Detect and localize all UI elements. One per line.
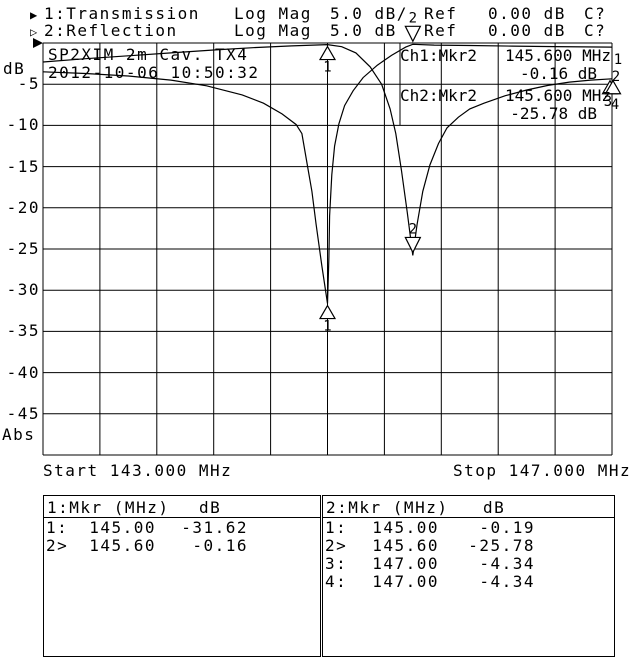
marker-table-cell: -25.78: [468, 536, 535, 555]
marker-table-cell: 145.00: [372, 518, 439, 537]
y-axis-tick-label: -35: [6, 321, 40, 341]
svg-text:1: 1: [323, 60, 331, 76]
ch2-marker-frequency: 145.600 MHz: [505, 86, 611, 105]
y-axis-tick-label: -40: [6, 362, 40, 382]
marker-table-cell: -0.19: [479, 518, 535, 537]
ch2-marker-readout-title: Ch2:Mkr2: [400, 86, 478, 105]
y-axis-tick-label: -10: [6, 115, 40, 135]
marker-table-cell: 1:: [46, 518, 69, 537]
svg-text:2: 2: [612, 69, 620, 85]
svg-text:2: 2: [409, 221, 417, 237]
marker-table-cell: -31.62: [181, 518, 248, 537]
marker-table-cell: 3:: [325, 554, 348, 573]
marker-table-ch2-unit: dB: [483, 498, 506, 517]
y-axis-tick-label: -30: [6, 280, 40, 300]
marker-table-row: 2> 145.60 -25.78: [323, 536, 614, 554]
y-axis-tick-label: -15: [6, 156, 40, 176]
svg-text:2: 2: [409, 10, 417, 26]
marker-table-cell: 2>: [325, 536, 348, 555]
marker-table-cell: 147.00: [372, 554, 439, 573]
marker-table-ch1-rows: 1: 145.00 -31.62 2> 145.60 -0.16: [44, 518, 320, 554]
channel2-ref-label: Ref: [424, 21, 458, 40]
marker-table-ch1: 1:Mkr (MHz) dB 1: 145.00 -31.62 2> 145.60 -0.…: [43, 495, 321, 657]
ch1-marker-frequency: 145.600 MHz: [505, 46, 611, 65]
channel2-format: Log Mag: [234, 21, 312, 40]
marker-table-row: 2> 145.60 -0.16: [44, 536, 320, 554]
channel1-ref-label: Ref: [424, 4, 458, 23]
channel1-active-marker-icon: ▶: [30, 8, 38, 22]
marker-table-cell: 2>: [46, 536, 69, 555]
plot-title: SP2XIM 2m Cav. TX4: [48, 45, 249, 64]
y-axis-mode-label: Abs: [2, 425, 36, 444]
channel1-cal-status: C?: [584, 4, 607, 23]
channel1-format: Log Mag: [234, 4, 312, 23]
marker-table-cell: 147.00: [372, 572, 439, 591]
marker-table-ch1-header: 1:Mkr (MHz) dB: [44, 496, 320, 518]
y-axis-tick-label: -25: [6, 239, 40, 258]
channel1-trace-label: 1:Transmission: [44, 4, 200, 23]
x-axis-stop-label: Stop 147.000 MHz: [453, 461, 632, 480]
channel1-ref-value: 0.00 dB: [488, 4, 566, 23]
marker-table-cell: -4.34: [479, 572, 535, 591]
marker-table-ch2-header: 2:Mkr (MHz) dB: [323, 496, 614, 518]
channel1-scale: 5.0 dB/: [330, 4, 408, 23]
marker-table-ch2: 2:Mkr (MHz) dB 1: 145.00 -0.19 2> 145.60 -25.…: [322, 495, 615, 657]
channel2-ref-value: 0.00 dB: [488, 21, 566, 40]
ch1-marker-value: -0.16 dB: [519, 64, 597, 83]
marker-table-ch2-title: 2:Mkr (MHz): [326, 498, 449, 517]
svg-text:1: 1: [614, 52, 622, 68]
x-axis-start-label: Start 143.000 MHz: [43, 461, 233, 480]
marker-table-ch2-rows: 1: 145.00 -0.19 2> 145.60 -25.78 3: 147.00 -4.34…: [323, 518, 614, 590]
svg-text:4: 4: [611, 97, 619, 113]
channel2-scale: 5.0 dB: [330, 21, 397, 40]
marker-table-row: 1: 145.00 -0.19: [323, 518, 614, 536]
channel2-active-marker-icon: ▷: [30, 25, 38, 39]
y-axis-tick-label: -20: [6, 197, 40, 217]
marker-table-cell: 145.60: [372, 536, 439, 555]
marker-table-cell: -4.34: [479, 554, 535, 573]
y-axis-tick-label: -5: [17, 74, 40, 94]
marker-table-cell: 1:: [325, 518, 348, 537]
marker-table-ch1-title: 1:Mkr (MHz): [47, 498, 170, 517]
y-axis-unit-label: dB: [3, 59, 26, 78]
channel2-cal-status: C?: [584, 21, 607, 40]
marker-table-cell: 145.60: [89, 536, 156, 555]
channel2-trace-label: 2:Reflection: [44, 21, 178, 40]
marker-table-cell: 145.00: [89, 518, 156, 537]
marker-table-cell: 4:: [325, 572, 348, 591]
ch1-marker-readout-title: Ch1:Mkr2: [400, 46, 478, 65]
marker-table-row: 1: 145.00 -31.62: [44, 518, 320, 536]
marker-table-ch1-unit: dB: [199, 498, 222, 517]
y-axis-tick-label: -45: [6, 403, 40, 423]
svg-text:3: 3: [604, 94, 612, 110]
svg-text:1: 1: [323, 319, 331, 335]
marker-table-row: 4: 147.00 -4.34: [323, 572, 614, 590]
marker-table-cell: -0.16: [192, 536, 248, 555]
marker-table-row: 3: 147.00 -4.34: [323, 554, 614, 572]
plot-timestamp: 2012-10-06 10:50:32: [48, 63, 260, 82]
ch2-marker-value: -25.78 dB: [510, 104, 597, 123]
